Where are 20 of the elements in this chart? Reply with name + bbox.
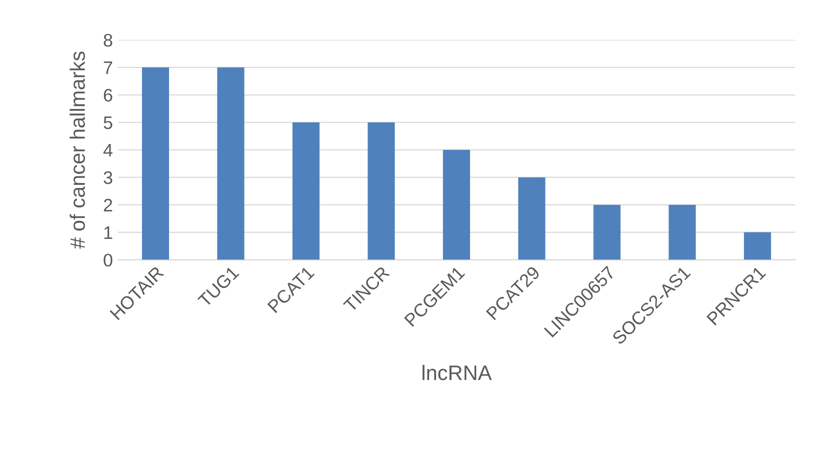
y-tick-label: 3	[104, 171, 112, 184]
y-tick-label: 7	[104, 62, 112, 74]
y-tick-label: 4	[103, 144, 112, 156]
y-tick-label: 0	[104, 254, 112, 267]
bar	[142, 67, 170, 260]
x-axis-title: lncRNA	[422, 364, 492, 380]
y-axis-title: # of cancer hallmarks	[70, 52, 85, 249]
bar	[442, 150, 470, 260]
bar	[368, 122, 395, 260]
bar	[518, 177, 546, 260]
bar	[744, 232, 772, 260]
bar	[217, 67, 244, 260]
bar	[292, 122, 320, 260]
y-tick-label: 6	[104, 88, 112, 102]
bar	[593, 204, 621, 260]
bar	[668, 204, 696, 260]
y-tick-label: 1	[104, 226, 112, 239]
y-tick-label: 8	[104, 34, 112, 47]
y-tick-label: 2	[104, 198, 112, 212]
y-tick-label: 5	[104, 116, 112, 130]
